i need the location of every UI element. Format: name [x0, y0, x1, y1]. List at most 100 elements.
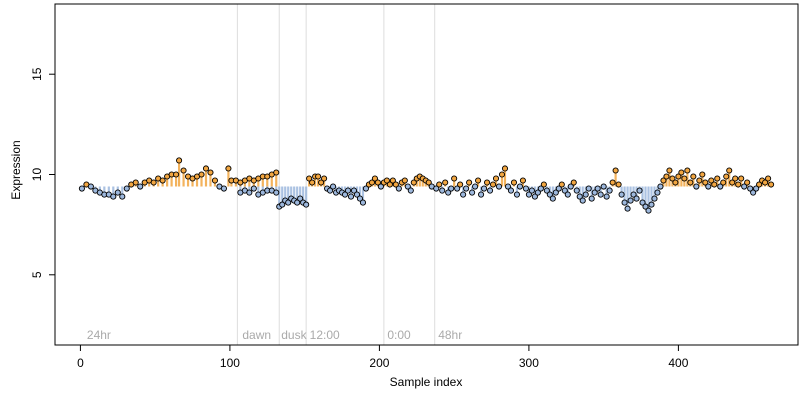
data-point	[600, 183, 607, 190]
event-label: 12:00	[310, 328, 340, 342]
data-point	[549, 195, 556, 202]
data-point	[756, 181, 763, 188]
data-point	[639, 199, 646, 206]
data-point	[377, 183, 384, 190]
data-point	[561, 187, 568, 194]
data-point	[457, 181, 464, 188]
data-point	[693, 183, 700, 190]
data-point	[618, 191, 625, 198]
data-point	[87, 183, 94, 190]
x-tick-label: 400	[668, 356, 688, 370]
x-axis: 0 100 200 300 400	[77, 344, 689, 370]
data-point	[176, 157, 183, 164]
data-point	[492, 175, 500, 182]
data-point	[371, 175, 378, 182]
data-point	[564, 191, 571, 198]
data-point	[273, 189, 280, 196]
data-point	[279, 201, 286, 208]
data-point	[609, 179, 616, 186]
data-point	[137, 183, 144, 190]
y-axis: 5 10 15	[30, 67, 56, 278]
data-point	[501, 165, 509, 172]
data-point	[410, 179, 417, 186]
data-point	[309, 179, 316, 186]
data-point	[315, 173, 322, 180]
data-point	[699, 171, 706, 178]
data-point	[744, 179, 751, 186]
event-label: 0:00	[387, 328, 411, 342]
data-point	[330, 183, 337, 190]
data-point	[344, 187, 352, 194]
data-point	[519, 177, 526, 184]
data-point	[696, 177, 703, 184]
data-point	[318, 179, 325, 186]
y-tick-label: 15	[30, 67, 44, 81]
data-point	[472, 183, 479, 190]
data-point	[250, 185, 257, 192]
data-point	[486, 187, 494, 194]
data-point	[475, 177, 482, 184]
data-point	[401, 177, 408, 184]
data-point	[729, 179, 736, 186]
data-point	[495, 183, 503, 190]
data-point	[383, 177, 390, 184]
data-point	[528, 187, 535, 194]
data-point	[555, 185, 562, 192]
data-point	[579, 197, 586, 204]
data-point	[507, 187, 515, 194]
data-point	[356, 195, 364, 202]
data-point	[489, 181, 497, 188]
data-point	[297, 195, 304, 202]
y-tick-label: 10	[30, 168, 44, 182]
data-point	[114, 189, 121, 196]
data-point	[78, 185, 85, 192]
event-lines	[236, 4, 436, 345]
x-tick-label: 300	[519, 356, 539, 370]
data-point	[173, 171, 180, 178]
data-point	[368, 179, 375, 186]
data-point	[615, 181, 622, 188]
data-point	[207, 169, 214, 176]
data-point	[762, 179, 769, 186]
x-tick-label: 200	[369, 356, 389, 370]
data-point	[481, 185, 488, 192]
data-point	[525, 191, 532, 198]
data-point	[624, 205, 631, 212]
data-point	[516, 183, 523, 190]
y-tick-label: 5	[30, 271, 44, 278]
data-point	[666, 167, 673, 174]
data-point	[513, 191, 520, 198]
data-point	[621, 199, 628, 206]
data-point	[439, 187, 446, 194]
data-point	[327, 187, 334, 194]
data-point	[735, 181, 742, 188]
data-point	[651, 195, 658, 202]
data-point	[684, 167, 691, 174]
data-point	[395, 185, 402, 192]
data-point	[123, 185, 130, 192]
data-point	[386, 181, 393, 188]
data-point	[159, 177, 166, 184]
event-annotations: 24hr dawn dusk 12:00 0:00 48hr	[87, 328, 462, 342]
data-point	[119, 193, 126, 200]
data-point	[738, 175, 745, 182]
data-point	[750, 189, 757, 196]
data-point	[294, 199, 301, 206]
data-point	[110, 193, 117, 200]
data-point	[285, 199, 292, 206]
data-point	[198, 171, 205, 178]
data-point	[374, 179, 381, 186]
data-point	[407, 187, 414, 194]
data-point	[747, 185, 754, 192]
data-point	[341, 191, 349, 198]
data-point	[150, 179, 157, 186]
data-point	[765, 175, 772, 182]
data-point	[648, 201, 655, 208]
data-point	[708, 177, 715, 184]
data-point	[660, 177, 667, 184]
event-label: 24hr	[87, 328, 111, 342]
data-point	[552, 189, 559, 196]
data-point	[714, 175, 721, 182]
